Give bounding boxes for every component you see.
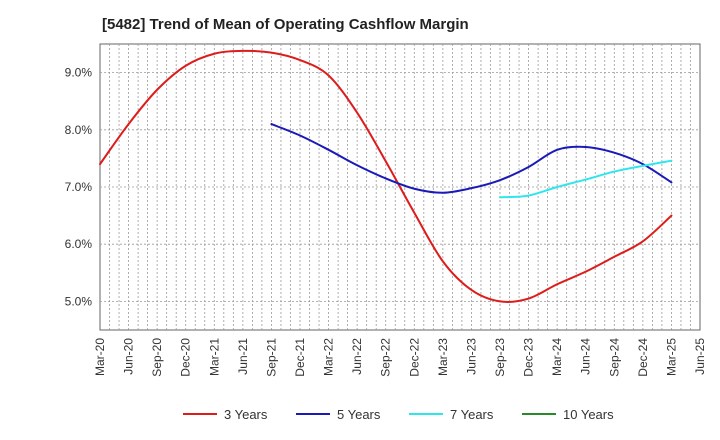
x-tick-label: Mar-23 [436, 338, 450, 376]
x-tick-label: Jun-21 [236, 338, 250, 375]
y-tick-label: 9.0% [65, 66, 93, 80]
x-tick-label: Sep-20 [150, 338, 164, 377]
y-axis-tick-labels: 5.0% 6.0% 7.0% 8.0% 9.0% [65, 66, 93, 309]
legend-item-7-years: 7 Years [409, 407, 494, 422]
legend-label: 7 Years [450, 407, 494, 422]
x-tick-label: Jun-23 [464, 338, 478, 375]
x-tick-label: Jun-22 [350, 338, 364, 375]
x-tick-label: Mar-20 [93, 338, 107, 376]
x-tick-label: Jun-20 [122, 338, 136, 375]
legend-label: 5 Years [337, 407, 381, 422]
x-tick-label: Sep-21 [264, 338, 278, 377]
x-tick-label: Sep-23 [493, 338, 507, 377]
series-line-3-years [99, 49, 673, 303]
x-tick-label: Dec-20 [179, 338, 193, 377]
y-tick-label: 7.0% [65, 180, 93, 194]
y-tick-label: 6.0% [65, 237, 93, 251]
y-tick-label: 5.0% [65, 294, 93, 308]
legend-item-3-years: 3 Years [183, 407, 268, 422]
x-axis-tick-labels: Mar-20 Jun-20 Sep-20 Dec-20 Mar-21 Jun-21 Sep-… [93, 338, 707, 377]
series-line-5-years [270, 123, 673, 194]
legend-label: 10 Years [563, 407, 614, 422]
legend: 3 Years 5 Years 7 Years 10 Years [183, 407, 614, 422]
legend-item-5-years: 5 Years [296, 407, 381, 422]
series-line-7-years [499, 159, 673, 199]
x-tick-label: Jun-25 [693, 338, 707, 375]
x-tick-label: Mar-22 [322, 338, 336, 376]
x-tick-label: Mar-25 [664, 338, 678, 376]
series-lines [99, 49, 673, 303]
x-tick-label: Sep-22 [379, 338, 393, 377]
legend-label: 3 Years [224, 407, 268, 422]
x-tick-label: Dec-23 [522, 338, 536, 377]
chart-title: [5482] Trend of Mean of Operating Cashfl… [102, 16, 469, 33]
x-tick-label: Mar-24 [550, 338, 564, 376]
x-tick-label: Dec-22 [407, 338, 421, 377]
x-tick-label: Sep-24 [607, 338, 621, 377]
x-tick-label: Dec-24 [636, 338, 650, 377]
legend-item-10-years: 10 Years [522, 407, 614, 422]
x-tick-label: Jun-24 [579, 338, 593, 375]
y-tick-label: 8.0% [65, 123, 93, 137]
x-tick-label: Mar-21 [207, 338, 221, 376]
x-tick-label: Dec-21 [293, 338, 307, 377]
